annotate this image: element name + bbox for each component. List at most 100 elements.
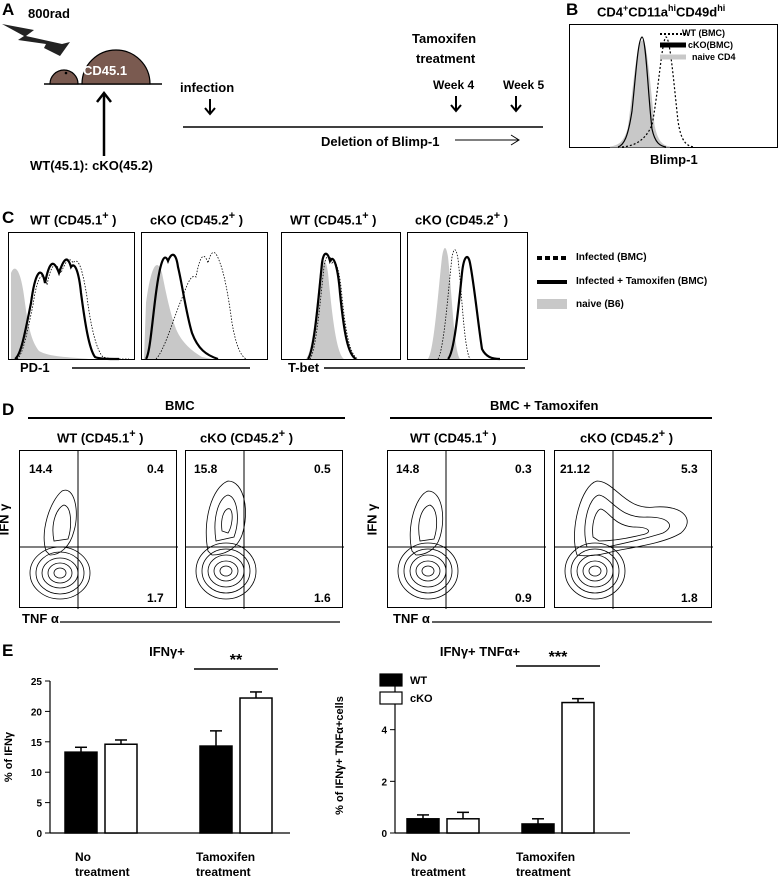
- pd1-histogram-cko: [141, 232, 268, 361]
- blimp1-histogram: [569, 24, 778, 148]
- q4-lr: 1.8: [681, 591, 698, 605]
- d-header-1: WT (CD45.1+ ): [57, 428, 144, 446]
- panel-b-legend-swatches: [660, 33, 686, 60]
- arrow-down-icon: [510, 96, 522, 113]
- contour-plot-bmc-cko: [185, 450, 344, 609]
- pd1-histogram-wt: [8, 232, 135, 361]
- bar: [239, 697, 273, 834]
- chimera-label: WT(45.1): cKO(45.2): [30, 158, 153, 173]
- timeline: [183, 126, 543, 146]
- significance-mark: **: [230, 652, 243, 669]
- bar: [104, 743, 138, 834]
- panel-label-b: B: [566, 0, 579, 19]
- legend-cko-bmc: cKO(BMC): [688, 40, 733, 50]
- bar: [406, 818, 440, 834]
- contour-plot-tam-wt: [387, 450, 546, 609]
- infection-label: infection: [180, 80, 235, 95]
- q2-lr: 1.6: [314, 591, 331, 605]
- q3-ur: 0.3: [515, 462, 532, 476]
- category-label: treatment: [196, 865, 251, 879]
- y-tick-label: 10: [31, 768, 43, 779]
- category-label: Tamoxifen: [516, 850, 575, 864]
- y-tick-label: 20: [31, 707, 43, 718]
- pd1-xlabel: PD-1: [20, 360, 50, 375]
- group-bmc: BMC: [165, 398, 195, 413]
- y-tick-label: 4: [381, 726, 387, 737]
- d-ylabel-left: IFN γ: [0, 504, 12, 536]
- legend-label: WT: [410, 675, 427, 687]
- y-tick-label: 2: [381, 777, 387, 788]
- group-bmc-tamoxifen: BMC + Tamoxifen: [490, 398, 599, 413]
- panel-c-axis-lines: [72, 367, 525, 369]
- week5-label: Week 5: [503, 78, 545, 92]
- q1-lr: 1.7: [147, 591, 164, 605]
- d-ylabel-right: IFN γ: [364, 503, 380, 536]
- blimp1-xlabel: Blimp-1: [650, 152, 698, 167]
- bar: [521, 823, 555, 834]
- q1-ur: 0.4: [147, 462, 164, 476]
- tbet-xlabel: T-bet: [288, 360, 320, 375]
- category-label: No: [75, 850, 91, 864]
- panel-label-d: D: [2, 400, 15, 419]
- chart-title: IFNγ+: [149, 644, 185, 659]
- mouse-illustration: [44, 49, 162, 85]
- legend-naive-cd4: naive CD4: [692, 52, 736, 62]
- category-label: treatment: [516, 865, 571, 879]
- c-header-cko-tbet: cKO (CD45.2+ ): [415, 210, 509, 228]
- y-tick-label: 15: [31, 738, 43, 749]
- q3-ul: 14.8: [396, 462, 420, 476]
- legend-swatch: [379, 673, 403, 687]
- panel-c-legend-swatches: [537, 256, 567, 309]
- bar: [561, 701, 595, 834]
- y-tick-label: 25: [31, 677, 43, 688]
- legend-label: cKO: [410, 693, 433, 705]
- y-axis-label: % of IFNγ: [3, 731, 15, 782]
- q2-ur: 0.5: [314, 462, 331, 476]
- tamoxifen-line2: treatment: [416, 51, 476, 66]
- panel-label-a: A: [2, 0, 15, 19]
- y-axis-label: % of IFNγ+ TNFα+cells: [334, 696, 346, 815]
- c-header-wt-tbet: WT (CD45.1+ ): [290, 210, 377, 228]
- bar: [64, 751, 98, 834]
- legend-infected-tamoxifen: Infected + Tamoxifen (BMC): [576, 276, 708, 287]
- d-header-3: WT (CD45.1+ ): [410, 428, 497, 446]
- q3-lr: 0.9: [515, 591, 532, 605]
- category-label: Tamoxifen: [196, 850, 255, 864]
- tbet-histogram-wt: [281, 232, 401, 360]
- legend-swatch: [379, 691, 403, 705]
- significance-mark: ***: [549, 649, 568, 666]
- d-xlabel-left: TNF α: [22, 611, 59, 626]
- bar: [446, 818, 480, 834]
- ifng-tnfa-bar-chart: IFNγ+ TNFα+0246% of IFNγ+ TNFα+cellsNotr…: [334, 644, 630, 879]
- legend-wt-bmc: WT (BMC): [682, 28, 725, 38]
- d-xlabel-right: TNF α: [393, 611, 430, 626]
- q2-ul: 15.8: [194, 462, 218, 476]
- panel-label-e: E: [2, 641, 14, 660]
- week4-label: Week 4: [433, 78, 475, 92]
- dose-label: 800rad: [28, 6, 70, 21]
- legend-naive-b6: naive (B6): [576, 299, 624, 310]
- chart-title: IFNγ+ TNFα+: [440, 644, 521, 659]
- q1-ul: 14.4: [29, 462, 53, 476]
- panel-d-group-lines: [28, 417, 712, 419]
- category-label: treatment: [75, 865, 130, 879]
- category-label: No: [411, 850, 427, 864]
- d-header-4: cKO (CD45.2+ ): [580, 428, 674, 446]
- category-label: treatment: [411, 865, 466, 879]
- arrow-up-icon: [96, 90, 112, 156]
- q4-ur: 5.3: [681, 462, 698, 476]
- panel-b-title: CD4+CD11ahiCD49dhi: [597, 3, 726, 20]
- tamoxifen-line1: Tamoxifen: [412, 31, 477, 46]
- contour-plot-tam-cko: [554, 450, 713, 609]
- y-tick-label: 0: [381, 829, 387, 840]
- d-header-2: cKO (CD45.2+ ): [200, 428, 294, 446]
- y-tick-label: 0: [36, 829, 42, 840]
- deletion-label: Deletion of Blimp-1: [321, 134, 440, 149]
- bar: [199, 745, 233, 834]
- radiation-bolt-icon: [2, 24, 70, 56]
- legend-infected: Infected (BMC): [576, 252, 647, 263]
- panel-label-c: C: [2, 208, 15, 227]
- arrow-down-icon: [204, 99, 216, 116]
- tbet-histogram-cko: [407, 232, 528, 361]
- arrow-down-icon: [450, 96, 462, 113]
